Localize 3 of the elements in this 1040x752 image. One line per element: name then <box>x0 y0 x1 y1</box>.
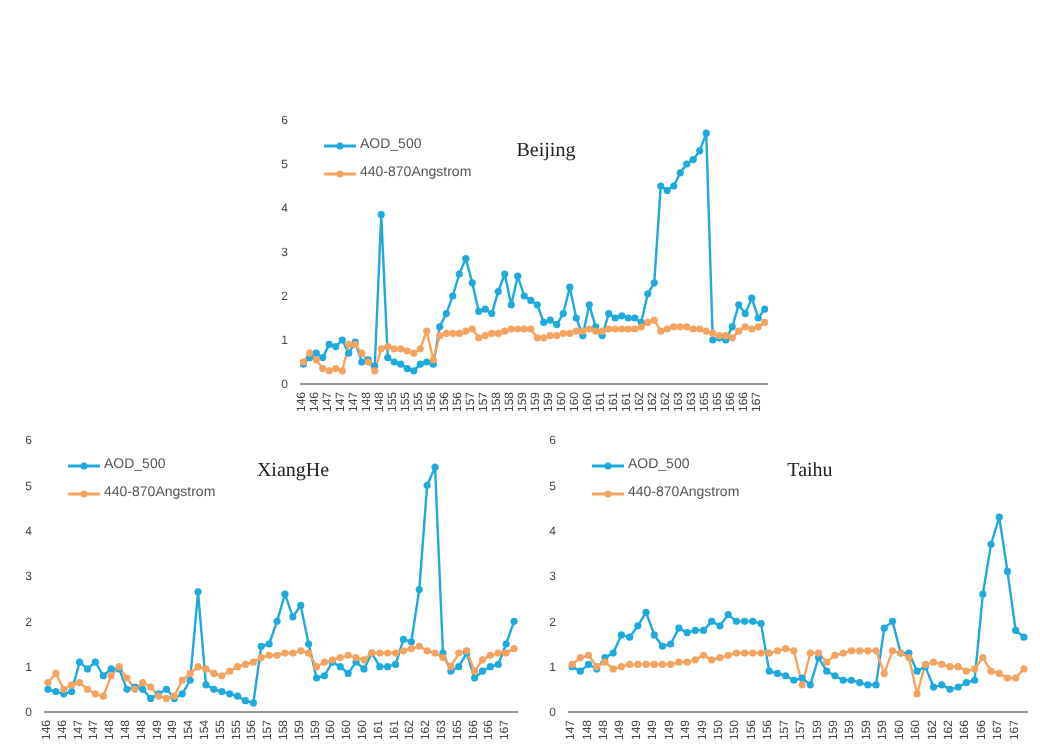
text: Beijing <box>516 140 576 162</box>
text: Taihu <box>787 460 833 482</box>
text: XiangHe <box>256 460 331 482</box>
